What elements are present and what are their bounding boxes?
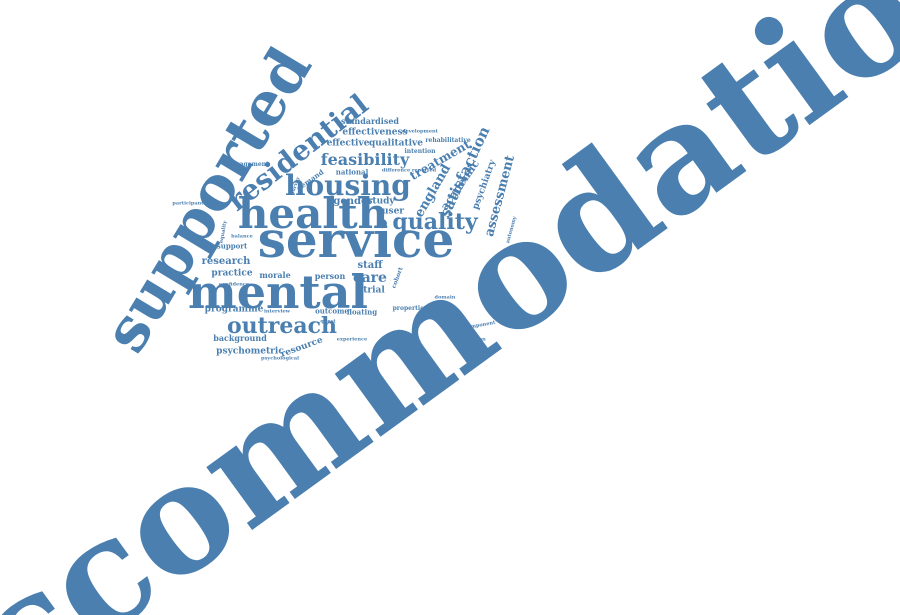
word-care: care [353, 270, 387, 286]
word-practice: practice [211, 268, 253, 279]
word-feasibility: feasibility [320, 150, 410, 169]
word-psychometric: psychometric [216, 346, 284, 357]
word-confidence: confidence [218, 281, 250, 288]
word-service: service [257, 210, 455, 269]
word-programme: programme [204, 304, 264, 315]
word-mental: mental [188, 265, 368, 319]
word-quality: quality [392, 209, 478, 235]
word-effective: effective [326, 138, 370, 149]
word-national: national [335, 167, 369, 177]
word-engagement: engagement [227, 161, 269, 168]
word-support: support [216, 241, 248, 251]
word-floating: floating [346, 307, 378, 317]
word-study: study [367, 196, 395, 207]
word-properties: properties [392, 305, 428, 312]
word-psychological: psychological [260, 355, 300, 362]
word-experience: experience [336, 336, 368, 343]
word-background: background [213, 333, 267, 343]
word-health: health [237, 189, 389, 238]
word-staff: staff [357, 260, 383, 271]
word-domain: domain [434, 294, 456, 301]
word-gender: gender [333, 196, 373, 207]
word-quest: quest [320, 318, 336, 325]
word-user: user [381, 206, 405, 217]
word-reported: reported [411, 167, 437, 174]
word-association: association [454, 336, 486, 343]
word-standardised: standardised [340, 116, 400, 126]
word-participant: participant [172, 200, 204, 207]
word-trial: trial [363, 285, 385, 296]
word-qualitative: qualitative [368, 138, 424, 149]
word-interview: interview [264, 308, 290, 315]
word-research: research [201, 256, 251, 267]
word-balance: balance [231, 233, 253, 240]
word-housing: housing [285, 169, 411, 202]
word-effectiveness: effectiveness [342, 127, 408, 138]
word-outcome: outcome [315, 306, 349, 316]
word-person: person [314, 271, 346, 281]
word-difference: difference [381, 167, 411, 174]
word-development: development [402, 128, 438, 135]
word-morale: morale [259, 270, 291, 280]
word-outreach: outreach [226, 313, 338, 339]
word-rehabilitative: rehabilitative [425, 137, 471, 144]
word-intention: intention [404, 148, 436, 155]
